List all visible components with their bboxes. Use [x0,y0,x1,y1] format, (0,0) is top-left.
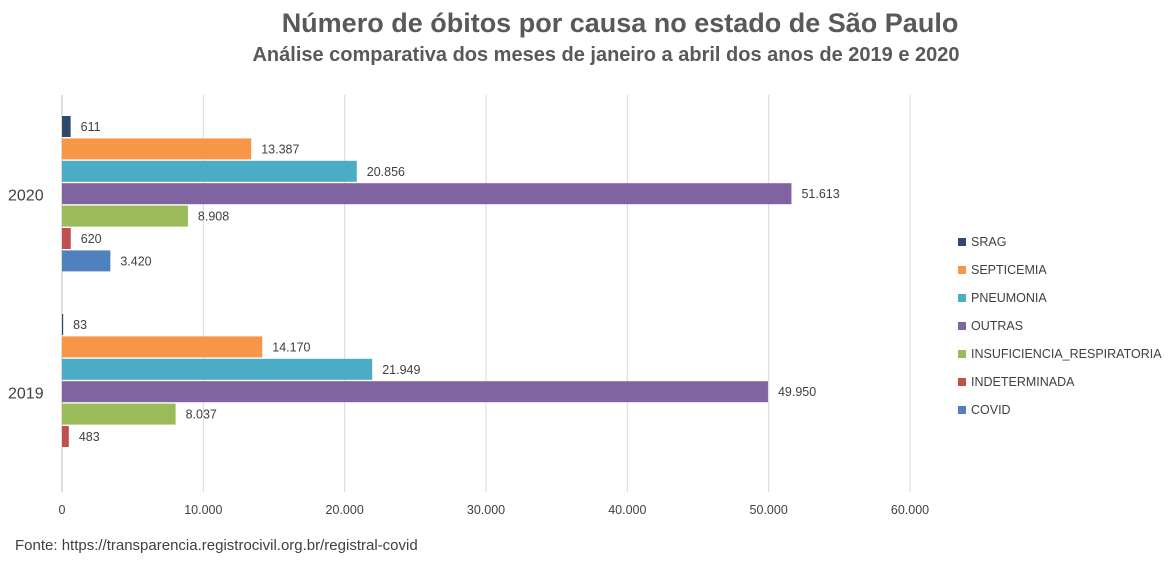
bar [62,160,357,182]
chart-title: Número de óbitos por causa no estado de … [281,8,959,38]
legend-swatch [958,322,966,330]
data-label: 49.950 [778,385,816,399]
legend-label: SEPTICEMIA [971,263,1047,277]
legend-item: SRAG [958,228,1162,256]
data-label: 8.908 [198,210,229,224]
legend-item: INSUFICIENCIA_RESPIRATORIA [958,340,1162,368]
data-label: 13.387 [261,142,299,156]
legend-item: OUTRAS [958,312,1162,340]
bar [62,358,373,380]
legend-item: COVID [958,396,1162,424]
legend-swatch [958,294,966,302]
legend-label: SRAG [971,235,1007,249]
bar [62,314,64,335]
legend-swatch [958,238,966,246]
category-label: 2020 [8,187,44,204]
x-tick-label: 60.000 [891,503,929,517]
bar [62,336,263,358]
x-tick-label: 50.000 [750,503,788,517]
source-footnote: Fonte: https://transparencia.registrociv… [15,537,418,554]
x-tick-label: 10.000 [184,503,222,517]
legend-swatch [958,350,966,358]
data-label: 8.037 [186,408,217,422]
x-tick-label: 0 [59,503,66,517]
legend-item: SEPTICEMIA [958,256,1162,284]
data-label: 3.420 [120,254,151,268]
data-label: 483 [79,430,100,444]
bar [62,205,188,227]
data-label: 83 [73,318,87,332]
bar [62,116,71,137]
data-label: 21.949 [382,363,420,377]
bar [62,426,69,447]
chart-legend: SRAG SEPTICEMIA PNEUMONIA OUTRAS INSUFICIENC… [958,228,1162,424]
chart-subtitle: Análise comparativa dos meses de janeiro… [252,44,960,66]
data-label: 14.170 [272,340,310,354]
bar [62,228,71,249]
legend-swatch [958,266,966,274]
bar [62,381,768,403]
x-tick-label: 20.000 [326,503,364,517]
data-label: 51.613 [801,187,839,201]
legend-swatch [958,406,966,414]
data-label: 20.856 [367,165,405,179]
bar [62,250,111,272]
x-tick-label: 40.000 [608,503,646,517]
legend-label: COVID [971,403,1011,417]
bar [62,183,792,205]
x-tick-label: 30.000 [467,503,505,517]
bar [62,138,252,160]
legend-label: PNEUMONIA [971,291,1047,305]
legend-label: INSUFICIENCIA_RESPIRATORIA [971,347,1162,361]
legend-item: PNEUMONIA [958,284,1162,312]
data-label: 611 [81,120,101,134]
category-label: 2019 [8,385,44,402]
bar [62,403,176,425]
data-label: 620 [81,232,102,246]
legend-label: OUTRAS [971,319,1024,333]
legend-swatch [958,378,966,386]
legend-item: INDETERMINADA [958,368,1162,396]
legend-label: INDETERMINADA [971,375,1075,389]
